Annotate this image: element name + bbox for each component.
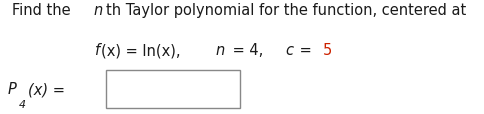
Bar [106, 71, 240, 108]
Text: 5: 5 [322, 43, 332, 58]
Text: P: P [7, 82, 16, 96]
Text: 4: 4 [19, 99, 26, 109]
Text: th Taylor polynomial for the function, centered at: th Taylor polynomial for the function, c… [106, 3, 469, 18]
Text: f: f [94, 43, 100, 58]
Text: =: = [295, 43, 316, 58]
Text: Find the: Find the [12, 3, 75, 18]
Text: = 4,: = 4, [227, 43, 272, 58]
Text: n: n [93, 3, 103, 18]
Text: n: n [215, 43, 225, 58]
Text: (x) = ln(x),: (x) = ln(x), [101, 43, 190, 58]
Text: (x) =: (x) = [28, 82, 65, 96]
Text: c: c [285, 43, 292, 58]
